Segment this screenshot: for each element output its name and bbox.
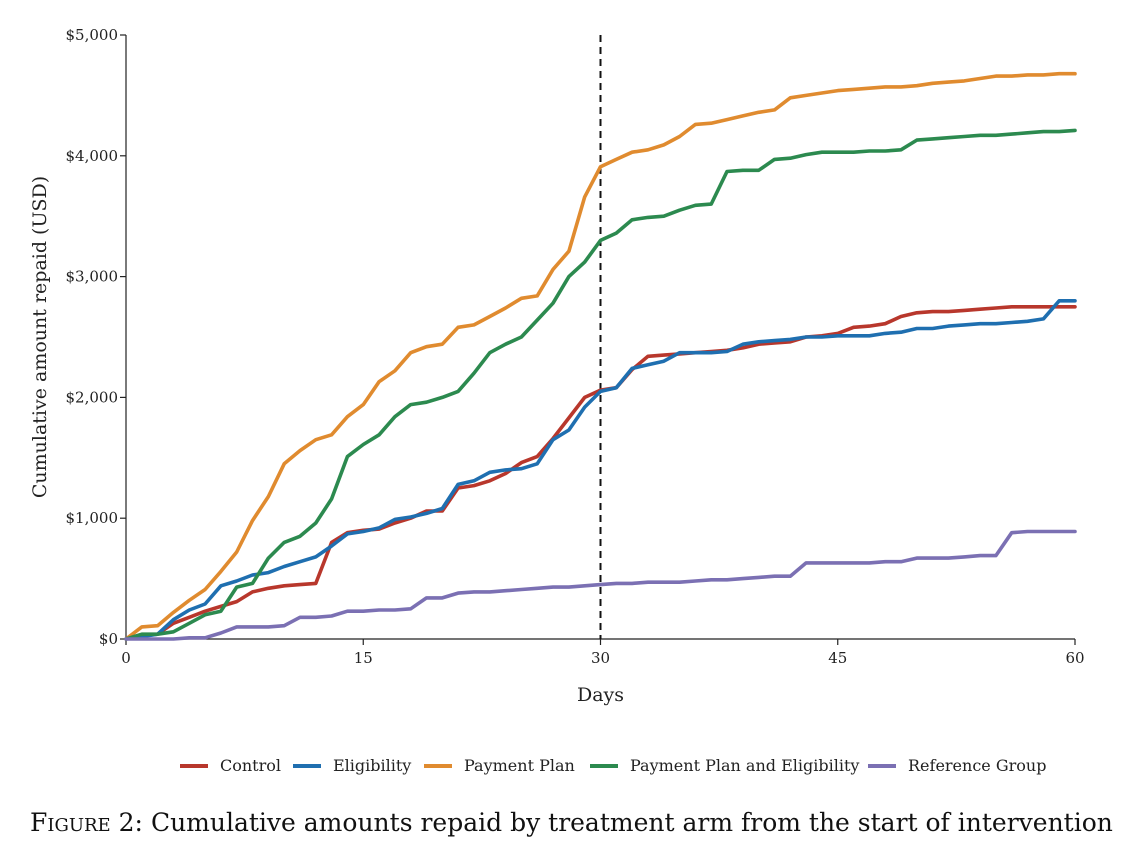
figure-caption: Figure 2: Cumulative amounts repaid by t… — [30, 808, 1113, 837]
y-tick-label: $1,000 — [66, 509, 119, 527]
legend-label-reference-group: Reference Group — [908, 756, 1046, 775]
y-tick-label: $4,000 — [66, 147, 119, 165]
axes: $0 $1,000 $2,000 $3,000 $4,000 $5,000 0 15 30 45 6… — [66, 26, 1085, 667]
y-tick-label: $3,000 — [66, 268, 119, 286]
series-line-payment-plan-and-eligibility — [124, 128, 1077, 641]
legend-label-payment-plan: Payment Plan — [464, 756, 575, 775]
legend-label-payment-plan-and-eligibility: Payment Plan and Eligibility — [630, 756, 859, 775]
series-lines — [124, 71, 1077, 641]
chart: $0 $1,000 $2,000 $3,000 $4,000 $5,000 0 15 30 45 6… — [29, 26, 1085, 775]
series-line-eligibility — [124, 298, 1077, 641]
x-tick-label: 0 — [121, 649, 131, 667]
legend-label-control: Control — [220, 756, 281, 775]
x-tick-label: 45 — [828, 649, 847, 667]
x-axis-title: Days — [577, 684, 624, 706]
x-tick-label: 60 — [1065, 649, 1084, 667]
figure-caption-text: Cumulative amounts repaid by treatment a… — [150, 808, 1113, 837]
y-tick-label: $2,000 — [66, 388, 119, 406]
x-tick-label: 30 — [591, 649, 610, 667]
y-axis-title: Cumulative amount repaid (USD) — [29, 176, 51, 498]
series-line-payment-plan — [124, 71, 1077, 641]
y-tick-label: $0 — [99, 630, 118, 648]
figure-caption-label: Figure 2: — [30, 808, 143, 837]
legend: Control Eligibility Payment Plan Payment Pl… — [180, 756, 1046, 775]
series-line-reference-group — [124, 529, 1077, 641]
y-tick-label: $5,000 — [66, 26, 119, 44]
x-tick-label: 15 — [354, 649, 373, 667]
legend-label-eligibility: Eligibility — [333, 756, 411, 775]
